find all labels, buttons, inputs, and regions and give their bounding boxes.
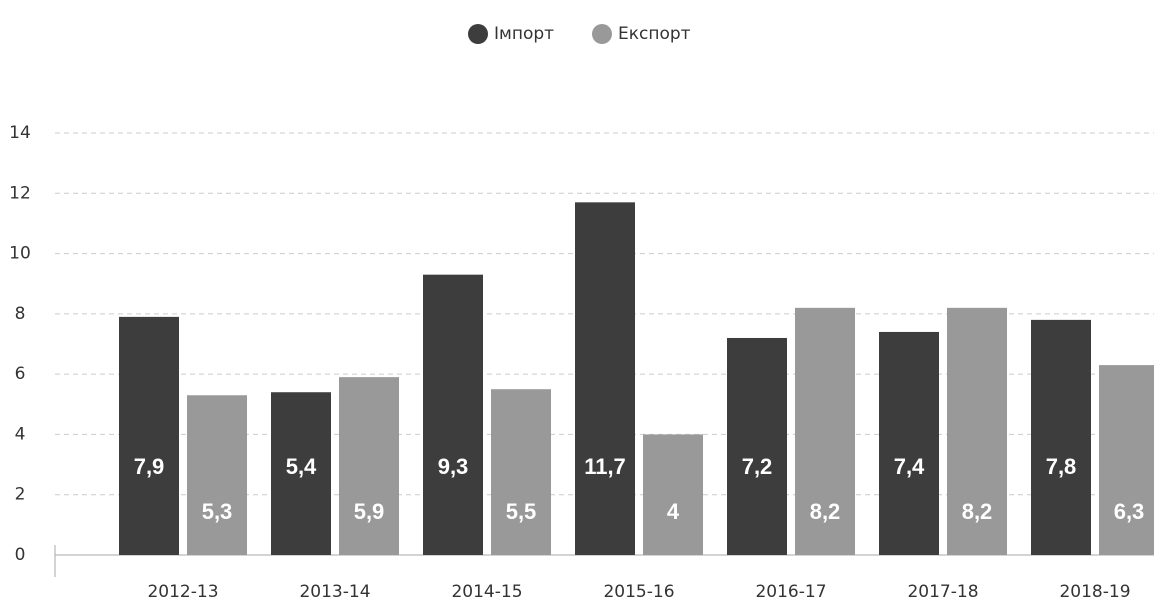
x-tick-label: 2014-15 bbox=[451, 582, 522, 602]
x-tick-label: 2012-13 bbox=[147, 582, 218, 602]
y-tick-label: 14 bbox=[9, 123, 31, 143]
y-tick-label: 8 bbox=[15, 304, 26, 324]
y-tick-label: 10 bbox=[9, 244, 31, 264]
value-label: 7,8 bbox=[1046, 454, 1077, 479]
bar bbox=[187, 395, 247, 555]
legend-swatch bbox=[468, 24, 488, 44]
value-label: 8,2 bbox=[810, 499, 841, 524]
bar bbox=[1031, 319, 1091, 555]
bar bbox=[491, 389, 551, 555]
value-label: 8,2 bbox=[962, 499, 993, 524]
x-tick-label: 2017-18 bbox=[907, 582, 978, 602]
value-label: 9,3 bbox=[438, 454, 469, 479]
value-label: 5,5 bbox=[506, 499, 537, 524]
value-label: 4 bbox=[667, 499, 680, 524]
value-label: 5,3 bbox=[202, 499, 233, 524]
value-label: 5,9 bbox=[354, 499, 385, 524]
x-tick-label: 2015-16 bbox=[603, 582, 674, 602]
y-tick-label: 2 bbox=[15, 485, 26, 505]
value-label: 7,4 bbox=[894, 454, 925, 479]
legend-swatch bbox=[592, 24, 612, 44]
bar bbox=[879, 331, 939, 555]
x-tick-label: 2013-14 bbox=[299, 582, 370, 602]
legend-label: Експорт bbox=[618, 24, 691, 44]
value-label: 7,2 bbox=[742, 454, 773, 479]
bar bbox=[643, 434, 703, 555]
y-tick-label: 6 bbox=[15, 364, 26, 384]
bar bbox=[727, 337, 787, 555]
bar bbox=[423, 274, 483, 555]
bar bbox=[271, 392, 331, 555]
bar bbox=[575, 202, 635, 556]
y-tick-label: 4 bbox=[15, 424, 26, 444]
x-tick-label: 2016-17 bbox=[755, 582, 826, 602]
value-label: 5,4 bbox=[286, 454, 317, 479]
bar bbox=[795, 307, 855, 555]
bar bbox=[339, 377, 399, 555]
legend-label: Імпорт bbox=[494, 24, 554, 44]
bar bbox=[947, 307, 1007, 555]
value-label: 7,9 bbox=[134, 454, 165, 479]
y-tick-label: 0 bbox=[15, 545, 26, 565]
bar bbox=[1099, 365, 1154, 555]
x-tick-label: 2018-19 bbox=[1059, 582, 1130, 602]
y-tick-label: 12 bbox=[9, 183, 31, 203]
value-label: 6,3 bbox=[1114, 499, 1145, 524]
value-label: 11,7 bbox=[584, 454, 626, 479]
bar bbox=[119, 316, 179, 555]
